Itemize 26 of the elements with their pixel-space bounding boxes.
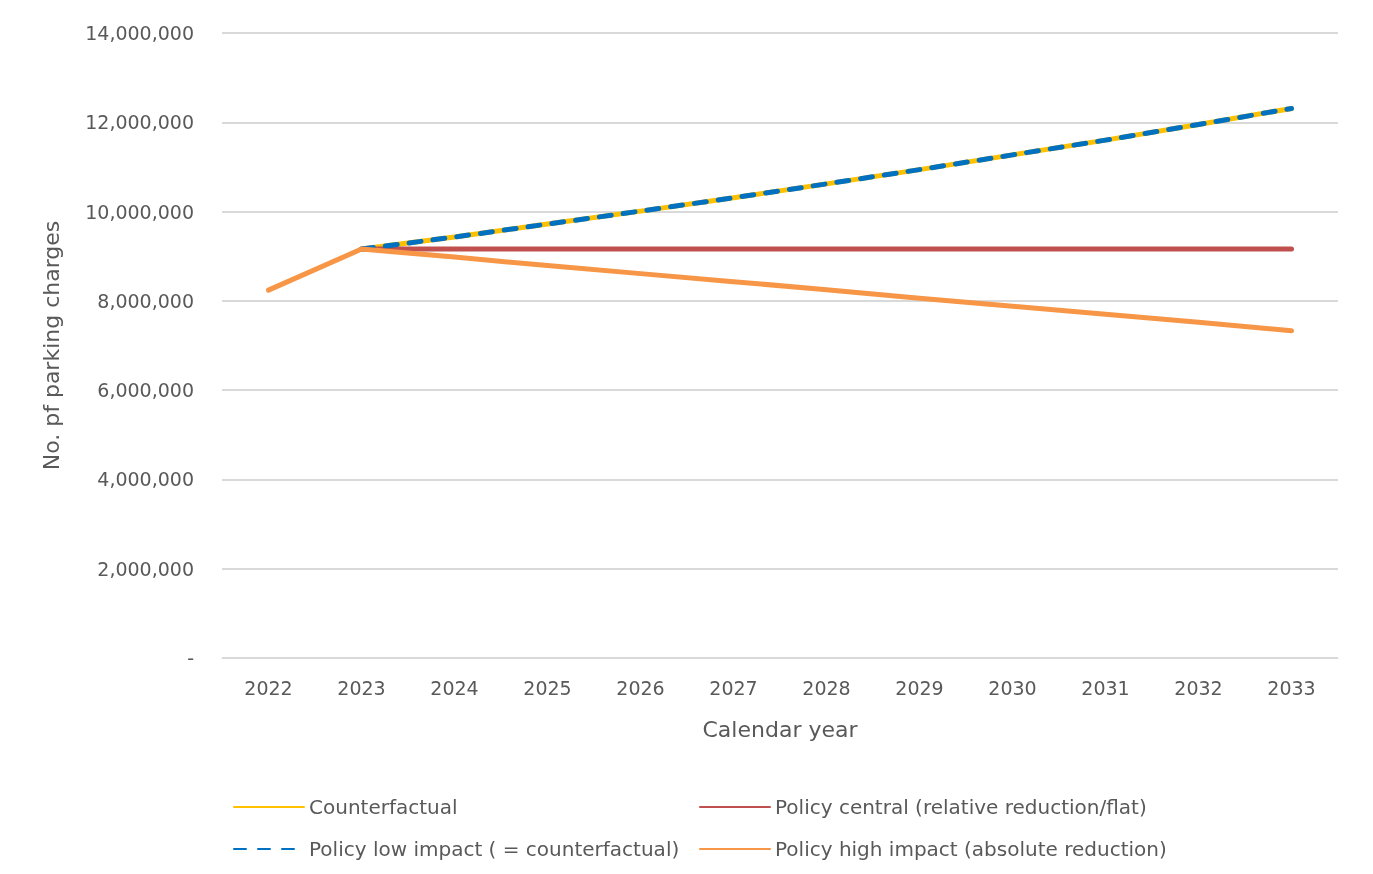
y-tick-label: 4,000,000 (97, 468, 194, 491)
y-tick-label: 12,000,000 (85, 111, 194, 134)
x-tick-label: 2028 (802, 676, 851, 699)
y-tick-label: 10,000,000 (85, 200, 194, 223)
y-tick-label: 2,000,000 (97, 557, 194, 580)
x-tick-label: 2031 (1081, 676, 1130, 699)
x-tick-label: 2024 (430, 676, 479, 699)
x-tick-label: 2025 (523, 676, 572, 699)
x-tick-label: 2022 (244, 676, 293, 699)
x-tick-label: 2023 (337, 676, 386, 699)
legend-label: Policy central (relative reduction/flat) (775, 795, 1147, 819)
x-tick-label: 2029 (895, 676, 944, 699)
y-tick-label: 8,000,000 (97, 289, 194, 312)
x-tick-label: 2030 (988, 676, 1037, 699)
y-axis-title: No. pf parking charges (38, 220, 64, 471)
x-axis-title: Calendar year (702, 716, 859, 742)
legend-label: Policy high impact (absolute reduction) (775, 837, 1167, 861)
y-tick-label: - (187, 647, 194, 669)
x-tick-label: 2032 (1174, 676, 1223, 699)
x-tick-label: 2027 (709, 676, 758, 699)
y-tick-label: 6,000,000 (97, 379, 194, 402)
x-tick-label: 2026 (616, 676, 665, 699)
legend-label: Counterfactual (309, 795, 458, 819)
y-tick-label: 14,000,000 (85, 22, 194, 44)
legend-label: Policy low impact ( = counterfactual) (309, 837, 680, 861)
x-tick-label: 2033 (1267, 676, 1316, 699)
